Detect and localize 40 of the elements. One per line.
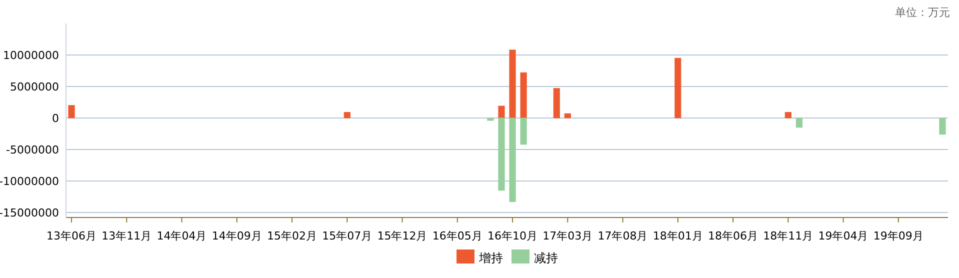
x-tick-label: 19年04月	[818, 230, 868, 242]
bar	[344, 112, 350, 118]
y-tick-label: -10000000	[0, 174, 59, 188]
text: 单位：万元	[895, 6, 950, 19]
x-tick-label: 13年06月	[46, 230, 97, 242]
bar	[784, 112, 792, 118]
bar	[553, 88, 560, 118]
x-tick-label: 18年11月	[763, 230, 814, 242]
bar	[498, 118, 505, 191]
bar	[68, 105, 75, 118]
bar	[564, 113, 571, 118]
x-tick-label: 14年09月	[212, 230, 262, 242]
bar	[520, 72, 527, 118]
y-tick-label: -15000000	[0, 206, 59, 220]
bar	[520, 118, 527, 145]
y-tick-label: 10000000	[3, 48, 59, 62]
x-tick-label: 16年05月	[432, 230, 482, 242]
y-tick-label: 5000000	[10, 80, 59, 94]
y-tick-label: 0	[52, 112, 59, 125]
x-tick-label: 15年12月	[377, 230, 428, 242]
bar	[939, 118, 946, 135]
bar	[509, 50, 516, 118]
x-tick-label: 13年11月	[102, 230, 152, 242]
bar	[796, 118, 802, 128]
x-tick-label: 14年04月	[156, 230, 207, 242]
bar	[674, 58, 682, 118]
x-tick-label: 15年07月	[322, 230, 372, 242]
legend-label: 减持	[534, 251, 558, 265]
x-tick-label: 18年01月	[652, 230, 703, 242]
x-tick-label: 17年08月	[598, 230, 648, 242]
y-tick-label: -5000000	[6, 143, 59, 156]
legend-label: 增持	[478, 251, 503, 265]
x-tick-label: 17年03月	[542, 230, 593, 242]
x-tick-label: 19年09月	[873, 230, 924, 242]
x-tick-label: 18年06月	[708, 230, 758, 242]
x-tick-label: 16年10月	[488, 230, 538, 242]
bar	[487, 118, 494, 121]
bar	[509, 118, 516, 202]
bar	[498, 106, 505, 118]
x-tick-label: 15年02月	[267, 230, 318, 242]
